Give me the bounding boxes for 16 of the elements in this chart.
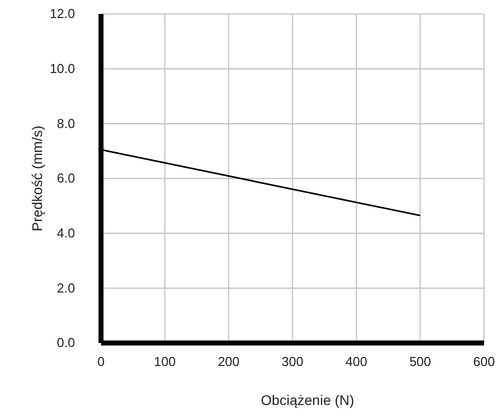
- x-tick-label: 300: [282, 354, 304, 370]
- x-tick-label: 0: [97, 354, 105, 370]
- x-tick-label: 400: [345, 354, 368, 370]
- y-tick-label: 12.0: [50, 6, 75, 22]
- x-axis-title: Obciążenie (N): [260, 392, 354, 408]
- x-tick-label: 100: [154, 354, 176, 370]
- y-tick-label: 10.0: [50, 60, 75, 76]
- x-tick-label: 200: [218, 354, 240, 370]
- x-tick-label: 500: [409, 354, 432, 370]
- y-tick-label: 8.0: [56, 116, 75, 131]
- y-axis-title: Prędkość (mm/s): [29, 126, 45, 232]
- y-tick-label: 6.0: [56, 170, 75, 186]
- y-tick-label: 2.0: [56, 280, 75, 296]
- y-tick-label: 4.0: [56, 225, 75, 240]
- x-tick-label: 600: [473, 354, 495, 370]
- y-tick-label: 0.0: [56, 335, 75, 350]
